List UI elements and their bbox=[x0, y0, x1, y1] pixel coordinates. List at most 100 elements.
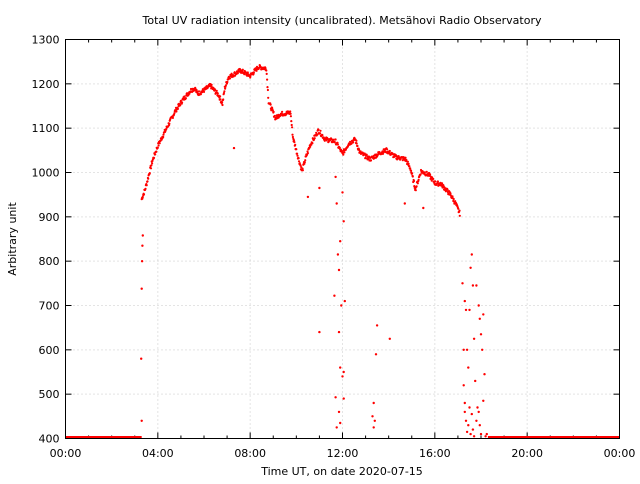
data-point bbox=[252, 71, 255, 74]
data-point bbox=[406, 160, 409, 163]
data-point-outlier bbox=[335, 426, 338, 429]
data-point bbox=[419, 173, 422, 176]
data-point bbox=[407, 162, 410, 165]
data-point-outlier bbox=[372, 401, 375, 405]
data-point-outlier bbox=[339, 421, 342, 425]
data-point-outlier bbox=[337, 330, 341, 334]
data-point bbox=[272, 110, 275, 113]
data-point bbox=[306, 152, 309, 155]
data-point bbox=[457, 207, 460, 210]
data-point bbox=[294, 143, 297, 146]
data-point-outlier bbox=[470, 412, 473, 416]
data-point bbox=[321, 134, 324, 137]
data-point bbox=[404, 156, 407, 159]
data-point bbox=[425, 170, 428, 173]
data-point bbox=[246, 71, 249, 74]
data-point-outlier bbox=[462, 348, 465, 351]
data-point-outlier bbox=[388, 337, 391, 340]
data-point bbox=[336, 141, 339, 144]
data-point bbox=[296, 154, 299, 157]
data-point bbox=[333, 141, 336, 144]
data-point-outlier bbox=[467, 424, 470, 427]
data-point bbox=[291, 133, 294, 136]
data-point bbox=[413, 185, 416, 188]
data-point bbox=[449, 192, 452, 195]
data-point bbox=[338, 146, 341, 149]
data-point bbox=[336, 143, 339, 146]
data-point-outlier bbox=[482, 399, 485, 402]
data-point bbox=[365, 153, 368, 156]
axis-ticks: 400 500 600 700 800 900 1000 1100 1200 1300 00:00 0… bbox=[32, 34, 636, 461]
data-point-outlier bbox=[465, 348, 469, 351]
data-point-outlier bbox=[306, 195, 310, 199]
data-point bbox=[222, 91, 226, 95]
data-point-outlier bbox=[482, 313, 485, 316]
data-point-outlier bbox=[463, 401, 466, 405]
data-point bbox=[303, 162, 306, 165]
data-point bbox=[458, 214, 461, 217]
y-tick-label: 1000 bbox=[32, 167, 60, 180]
data-point bbox=[230, 72, 233, 75]
data-point-outlier bbox=[372, 426, 375, 429]
data-point-outlier bbox=[479, 432, 483, 436]
y-tick-label: 500 bbox=[39, 388, 60, 401]
data-point bbox=[290, 123, 293, 127]
data-point bbox=[412, 179, 416, 183]
data-point bbox=[296, 152, 299, 155]
data-point bbox=[155, 150, 158, 153]
data-point bbox=[458, 209, 461, 212]
data-point-outlier bbox=[474, 379, 477, 383]
data-point bbox=[226, 80, 229, 84]
data-point-outlier bbox=[475, 284, 478, 287]
data-point-outlier bbox=[484, 435, 487, 438]
data-point bbox=[315, 131, 318, 134]
data-point bbox=[432, 177, 435, 180]
data-point bbox=[179, 104, 182, 107]
data-point bbox=[266, 88, 269, 92]
data-point bbox=[292, 139, 296, 142]
data-point bbox=[289, 115, 292, 118]
data-point-outlier bbox=[141, 244, 144, 247]
data-point bbox=[409, 167, 412, 170]
data-point bbox=[297, 157, 300, 160]
data-point bbox=[319, 132, 322, 135]
data-point-outlier bbox=[472, 435, 476, 438]
data-point-outlier bbox=[462, 384, 465, 387]
data-point bbox=[221, 101, 224, 104]
data-point bbox=[295, 148, 298, 151]
data-point bbox=[249, 74, 252, 77]
data-point bbox=[173, 112, 176, 115]
chart-title: Total UV radiation intensity (uncalibrat… bbox=[142, 14, 542, 27]
data-point bbox=[176, 107, 179, 110]
data-point-outlier bbox=[477, 410, 480, 414]
data-point-outlier bbox=[485, 432, 488, 436]
data-point bbox=[355, 142, 358, 145]
data-point-outlier bbox=[403, 202, 406, 205]
data-point bbox=[293, 141, 296, 144]
data-point bbox=[154, 153, 157, 156]
data-point bbox=[197, 90, 201, 93]
data-point bbox=[188, 92, 191, 95]
data-point bbox=[411, 172, 414, 175]
data-point bbox=[411, 175, 414, 178]
data-point bbox=[343, 151, 346, 154]
data-point bbox=[141, 195, 144, 199]
data-point bbox=[386, 148, 389, 151]
data-point bbox=[162, 133, 165, 136]
plot-frame bbox=[65, 39, 620, 439]
y-tick-label: 1200 bbox=[32, 78, 60, 91]
data-point-outlier bbox=[374, 353, 378, 356]
data-point bbox=[168, 122, 171, 125]
x-tick-label: 08:00 bbox=[234, 447, 266, 460]
data-point bbox=[434, 180, 437, 183]
data-point bbox=[224, 87, 227, 90]
data-point bbox=[311, 142, 314, 145]
data-point bbox=[179, 99, 182, 102]
data-point-outlier bbox=[472, 337, 476, 340]
data-point bbox=[452, 197, 455, 201]
data-point bbox=[255, 65, 259, 68]
data-point bbox=[304, 159, 307, 162]
data-point bbox=[363, 152, 366, 155]
x-tick-label: 04:00 bbox=[142, 447, 174, 460]
